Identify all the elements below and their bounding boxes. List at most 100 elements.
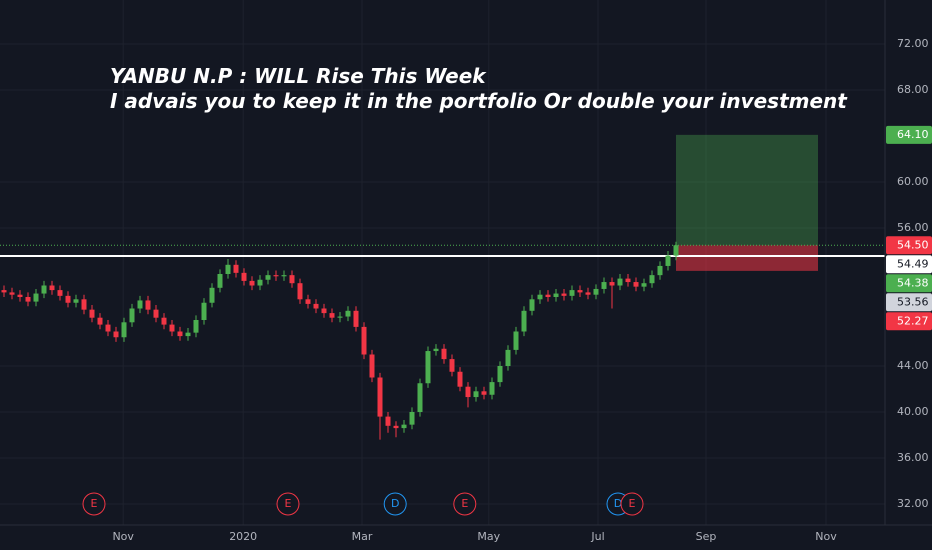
candle-body <box>593 288 599 295</box>
chart-title: YANBU N.P : WILL Rise This Week <box>110 64 487 88</box>
price-tag-label: 64.10 <box>897 128 929 141</box>
x-tick-label: Nov <box>815 530 837 543</box>
price-tag <box>886 236 932 255</box>
candle-body <box>241 272 247 281</box>
y-tick-label: 36.00 <box>897 451 929 464</box>
price-tag-label: 53.56 <box>897 295 929 308</box>
candle-body <box>497 366 503 383</box>
candle-body <box>553 293 559 297</box>
event-label: E <box>629 497 636 510</box>
candle-body <box>361 326 367 355</box>
candle-body <box>673 245 679 256</box>
x-tick-label: May <box>477 530 500 543</box>
candle-body <box>369 354 375 378</box>
event-label: D <box>391 497 399 510</box>
candle-body <box>665 255 671 266</box>
candle-body <box>433 348 439 352</box>
candle-body <box>177 331 183 337</box>
candle-body <box>337 316 343 318</box>
candle-body <box>625 278 631 283</box>
candle-body <box>401 424 407 429</box>
candle-body <box>129 308 135 323</box>
x-tick-label: 2020 <box>229 530 257 543</box>
x-tick-label: Sep <box>696 530 717 543</box>
x-tick-label: Jul <box>590 530 604 543</box>
candle-body <box>281 275 287 277</box>
event-label: E <box>285 497 292 510</box>
profit-zone <box>676 134 818 246</box>
candle-body <box>81 299 87 310</box>
price-tag-label: 54.49 <box>897 257 929 270</box>
grid <box>0 0 885 525</box>
candle-body <box>449 359 455 372</box>
event-marker <box>620 492 644 516</box>
x-tick-label: Nov <box>112 530 134 543</box>
chart-subtitle: I advais you to keep it in the portfolio… <box>110 89 848 113</box>
candle-body <box>601 282 607 289</box>
candle-body <box>217 274 223 288</box>
price-tag-label: 54.38 <box>897 276 929 289</box>
y-tick-label: 68.00 <box>897 83 929 96</box>
candle-body <box>57 290 63 296</box>
candle-body <box>289 275 295 284</box>
event-marker <box>276 492 300 516</box>
candle-body <box>305 299 311 304</box>
candle-body <box>153 309 159 318</box>
price-tag-label: 54.50 <box>897 238 929 251</box>
y-tick-label: 60.00 <box>897 175 929 188</box>
candle-body <box>137 300 143 309</box>
event-marker <box>383 492 407 516</box>
candle-body <box>297 283 303 300</box>
y-tick-label: 44.00 <box>897 359 929 372</box>
candle-body <box>393 425 399 429</box>
candle-body <box>193 320 199 333</box>
candle-body <box>489 382 495 395</box>
candle-body <box>353 310 359 327</box>
candle-body <box>97 317 103 325</box>
candle-body <box>169 324 175 332</box>
candle-body <box>321 308 327 314</box>
candle-body <box>657 265 663 276</box>
candle-body <box>225 264 231 274</box>
candle-body <box>513 331 519 350</box>
event-marker <box>82 492 106 516</box>
candle-body <box>233 264 239 273</box>
candle-body <box>585 292 591 295</box>
candle-body <box>65 295 71 303</box>
candle-body <box>521 310 527 332</box>
candle-body <box>441 348 447 360</box>
price-tag <box>886 125 932 144</box>
candle-body <box>73 299 79 303</box>
candle-body <box>577 290 583 293</box>
axes: 32.00 36.00 40.00 44.00 56.00 60.00 68.00 72.00… <box>112 37 932 543</box>
candle-body <box>9 292 15 295</box>
candle-body <box>345 310 351 317</box>
candle-body <box>113 331 119 338</box>
candle-body <box>249 280 255 286</box>
candle-body <box>409 412 415 425</box>
event-marker <box>453 492 477 516</box>
candle-body <box>465 386 471 398</box>
candle-body <box>385 416 391 426</box>
y-tick-label: 40.00 <box>897 405 929 418</box>
candle-body <box>1 290 7 293</box>
event-label: E <box>91 497 98 510</box>
candle-body <box>265 275 271 280</box>
candle-body <box>425 351 431 384</box>
candle-body <box>201 302 207 320</box>
candle-body <box>481 391 487 395</box>
price-tag <box>886 274 932 293</box>
candle-body <box>145 300 151 310</box>
candle-body <box>105 324 111 332</box>
candle-body <box>561 293 567 296</box>
candle-body <box>273 275 279 277</box>
candle-body <box>33 293 39 302</box>
candle-body <box>649 275 655 284</box>
price-tag-label: 52.27 <box>897 314 929 327</box>
candle-body <box>457 371 463 387</box>
price-tag <box>886 293 932 312</box>
candle-body <box>329 313 335 318</box>
candle-body <box>569 290 575 296</box>
candle-body <box>17 294 23 297</box>
